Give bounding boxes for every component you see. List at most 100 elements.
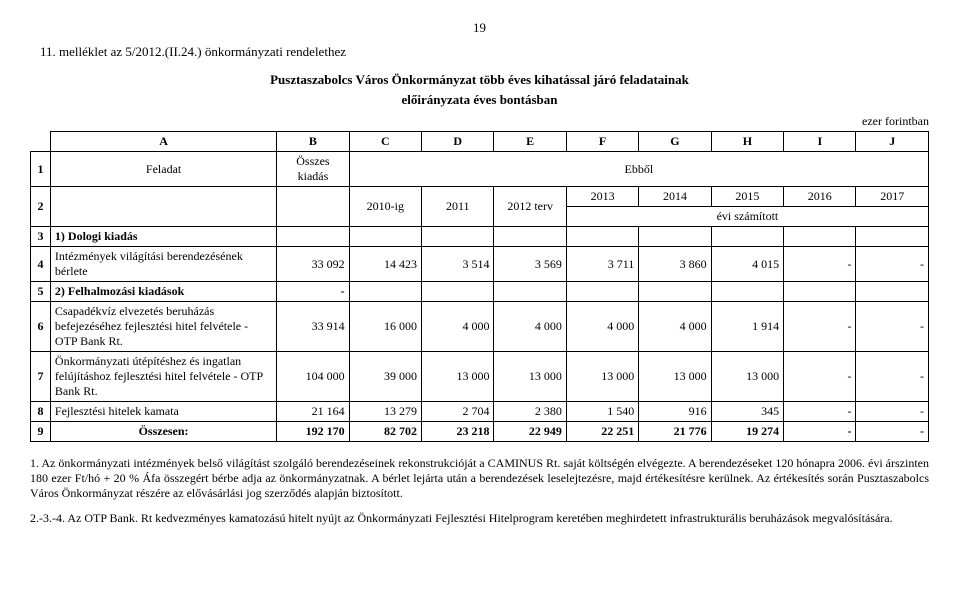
row-number: 4 xyxy=(31,247,51,282)
cell-value: 33 092 xyxy=(277,247,349,282)
col-letter: B xyxy=(277,132,349,152)
col-letter: J xyxy=(856,132,929,152)
cell-value: 82 702 xyxy=(349,422,421,442)
cell-value: 3 514 xyxy=(422,247,494,282)
cell-value xyxy=(784,227,856,247)
cell-value: 4 000 xyxy=(639,302,711,352)
row-label: 2) Felhalmozási kiadások xyxy=(50,282,276,302)
cell-value xyxy=(639,227,711,247)
column-letters-row: A B C D E F G H I J xyxy=(31,132,929,152)
row-label: Intézmények világítási berendezésének bé… xyxy=(50,247,276,282)
cell-value: - xyxy=(856,352,929,402)
cell-value: 16 000 xyxy=(349,302,421,352)
footnote-2: 2.-3.-4. Az OTP Bank. Rt kedvezményes ka… xyxy=(30,511,929,526)
cell-value: 4 015 xyxy=(711,247,783,282)
cell-value: 1 914 xyxy=(711,302,783,352)
row-number: 6 xyxy=(31,302,51,352)
row-label: Összesen: xyxy=(50,422,276,442)
row-label: Önkormányzati útépítéshez és ingatlan fe… xyxy=(50,352,276,402)
cell-value: - xyxy=(856,422,929,442)
table-row: 4Intézmények világítási berendezésének b… xyxy=(31,247,929,282)
col-letter: F xyxy=(566,132,638,152)
cell-value: 13 000 xyxy=(494,352,566,402)
table-row: 8Fejlesztési hitelek kamata21 16413 2792… xyxy=(31,402,929,422)
row-label: Csapadékvíz elvezetés beruházás befejezé… xyxy=(50,302,276,352)
header-osszes: Összes kiadás xyxy=(277,152,349,187)
cell-value: 916 xyxy=(639,402,711,422)
cell-value: 33 914 xyxy=(277,302,349,352)
cell-value: 4 000 xyxy=(422,302,494,352)
row-number: 2 xyxy=(31,187,51,227)
cell-value xyxy=(711,282,783,302)
page-number: 19 xyxy=(30,20,929,36)
header-2012terv: 2012 terv xyxy=(494,187,566,227)
header-row-1: 1 Feladat Összes kiadás Ebből xyxy=(31,152,929,187)
cell-value: - xyxy=(784,402,856,422)
cell-value: 22 949 xyxy=(494,422,566,442)
cell-value: - xyxy=(277,282,349,302)
cell-value: 19 274 xyxy=(711,422,783,442)
header-year: 2016 xyxy=(784,187,856,207)
cell-value: - xyxy=(856,247,929,282)
cell-value: 4 000 xyxy=(494,302,566,352)
col-letter: E xyxy=(494,132,566,152)
cell-value xyxy=(566,282,638,302)
row-number: 1 xyxy=(31,152,51,187)
cell-value xyxy=(349,282,421,302)
header-year: 2017 xyxy=(856,187,929,207)
cell-value xyxy=(422,227,494,247)
cell-value xyxy=(494,282,566,302)
cell-value: - xyxy=(856,302,929,352)
unit-note: ezer forintban xyxy=(30,114,929,129)
header-evi-szamitott: évi számított xyxy=(566,207,928,227)
cell-value: 104 000 xyxy=(277,352,349,402)
cell-value: - xyxy=(856,402,929,422)
col-letter: C xyxy=(349,132,421,152)
cell-value: 13 000 xyxy=(711,352,783,402)
row-number: 8 xyxy=(31,402,51,422)
cell-value: 192 170 xyxy=(277,422,349,442)
cell-value xyxy=(711,227,783,247)
cell-value: - xyxy=(784,247,856,282)
cell-value xyxy=(494,227,566,247)
row-number: 9 xyxy=(31,422,51,442)
row-number: 7 xyxy=(31,352,51,402)
cell-value xyxy=(566,227,638,247)
header-ebbol: Ebből xyxy=(349,152,928,187)
cell-value: 22 251 xyxy=(566,422,638,442)
cell-value: 345 xyxy=(711,402,783,422)
row-label: Fejlesztési hitelek kamata xyxy=(50,402,276,422)
col-letter: G xyxy=(639,132,711,152)
cell-value: 39 000 xyxy=(349,352,421,402)
cell-value xyxy=(277,227,349,247)
cell-value: 3 860 xyxy=(639,247,711,282)
cell-value: 4 000 xyxy=(566,302,638,352)
header-row-2a: 2 2010-ig 2011 2012 terv 2013 2014 2015 … xyxy=(31,187,929,207)
cell-value: 3 569 xyxy=(494,247,566,282)
cell-value: - xyxy=(784,352,856,402)
cell-value xyxy=(784,282,856,302)
table-row: 31) Dologi kiadás xyxy=(31,227,929,247)
header-year: 2015 xyxy=(711,187,783,207)
table-row: 52) Felhalmozási kiadások- xyxy=(31,282,929,302)
title-line-2: előirányzata éves bontásban xyxy=(30,92,929,108)
cell-value xyxy=(422,282,494,302)
header-year: 2013 xyxy=(566,187,638,207)
cell-value: 13 000 xyxy=(639,352,711,402)
cell-value xyxy=(349,227,421,247)
col-letter: I xyxy=(784,132,856,152)
footnote-1: 1. Az önkormányzati intézmények belső vi… xyxy=(30,456,929,501)
col-letter: H xyxy=(711,132,783,152)
table-row: 6Csapadékvíz elvezetés beruházás befejez… xyxy=(31,302,929,352)
header-feladat: Feladat xyxy=(50,152,276,187)
cell-value: 3 711 xyxy=(566,247,638,282)
cell-value xyxy=(856,227,929,247)
col-letter: A xyxy=(50,132,276,152)
decree-reference: 11. melléklet az 5/2012.(II.24.) önkormá… xyxy=(40,44,929,60)
row-label: 1) Dologi kiadás xyxy=(50,227,276,247)
row-number: 5 xyxy=(31,282,51,302)
header-2011: 2011 xyxy=(422,187,494,227)
cell-value: 23 218 xyxy=(422,422,494,442)
table-row: 7Önkormányzati útépítéshez és ingatlan f… xyxy=(31,352,929,402)
cell-value: - xyxy=(784,422,856,442)
